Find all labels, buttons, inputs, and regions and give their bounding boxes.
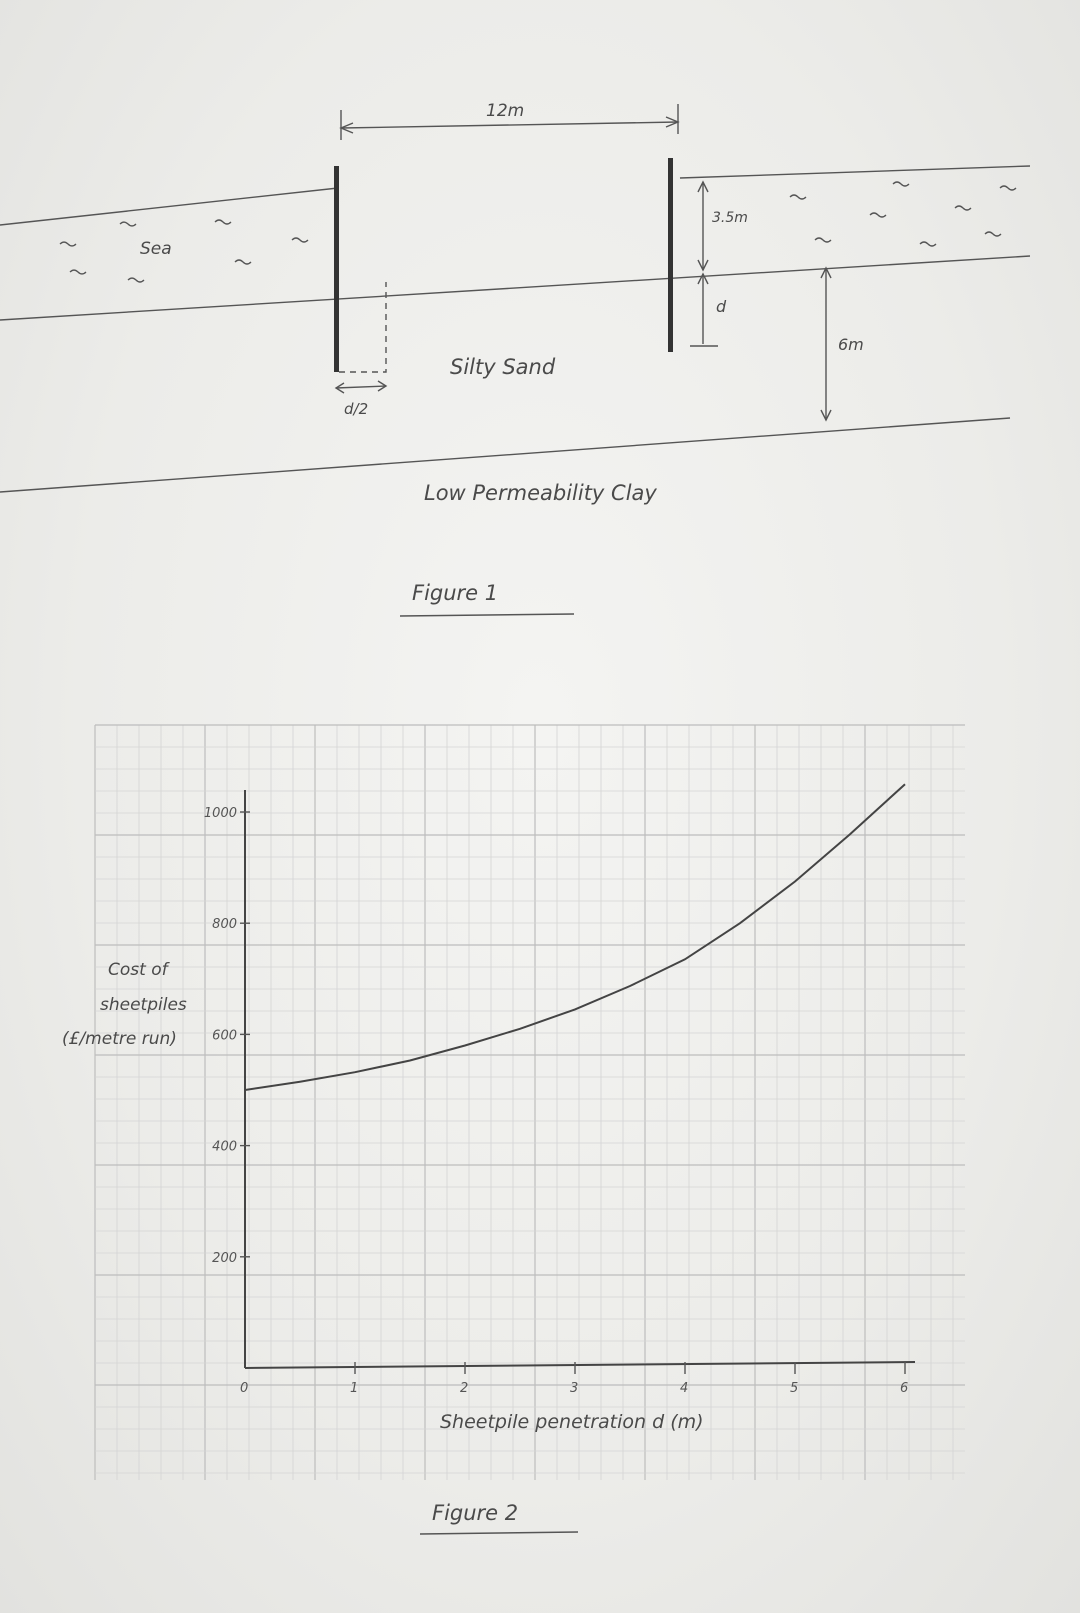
water-marks-left bbox=[59, 219, 309, 283]
y-axis-label-line: (£/metre run) bbox=[62, 1029, 177, 1049]
x-tick-label: 5 bbox=[790, 1381, 798, 1396]
chart-ticks: 0 1 2 3 4 5 6 200 400 600 800 1000 bbox=[204, 806, 908, 1396]
chart-series bbox=[244, 783, 906, 1091]
figure2-chart: 0 1 2 3 4 5 6 200 400 600 800 1000 Cost of sheetpile… bbox=[62, 724, 965, 1535]
half-penetration-dashed-outline bbox=[339, 282, 387, 373]
sea-label: Sea bbox=[140, 239, 172, 259]
y-tick-label: 200 bbox=[212, 1251, 237, 1266]
right-sheetpile bbox=[668, 158, 673, 352]
y-axis-label-line: sheetpiles bbox=[100, 995, 187, 1015]
y-axis-label-line: Cost of bbox=[108, 960, 171, 980]
x-tick-label: 0 bbox=[240, 1381, 248, 1396]
chart-axes bbox=[244, 790, 916, 1369]
y-tick-label: 800 bbox=[212, 917, 237, 932]
x-axis-label: Sheetpile penetration d (m) bbox=[440, 1411, 704, 1433]
y-tick-label: 600 bbox=[212, 1028, 237, 1043]
x-tick-label: 4 bbox=[680, 1381, 688, 1396]
y-tick-label: 1000 bbox=[204, 806, 237, 821]
x-axis-line bbox=[244, 1361, 916, 1369]
left-sheetpile bbox=[334, 166, 339, 372]
sea-surface-right-line bbox=[679, 165, 1031, 179]
x-tick-label: 6 bbox=[900, 1381, 908, 1396]
half-penetration-label: d/2 bbox=[344, 400, 368, 418]
sea-surface-left-line bbox=[0, 187, 339, 226]
water-marks-right bbox=[789, 181, 1017, 247]
figure2-caption-underline bbox=[419, 1531, 579, 1535]
figure1-diagram: Sea d/2 bbox=[0, 101, 1031, 617]
seabed-line bbox=[0, 255, 1031, 321]
x-tick-label: 1 bbox=[350, 1381, 358, 1396]
x-tick-label: 2 bbox=[460, 1381, 468, 1396]
clay-top-line bbox=[0, 417, 1011, 493]
width-dimension-line bbox=[340, 121, 679, 129]
water-depth-label: 3.5m bbox=[712, 210, 748, 226]
figure2-caption: Figure 2 bbox=[432, 1501, 518, 1525]
silty-sand-label: Silty Sand bbox=[450, 355, 556, 379]
half-penetration-arrow bbox=[335, 385, 387, 389]
figure1-caption-underline bbox=[399, 613, 575, 617]
y-tick-label: 400 bbox=[212, 1140, 237, 1155]
width-label: 12m bbox=[486, 101, 524, 121]
x-tick-label: 3 bbox=[570, 1381, 578, 1396]
clay-label: Low Permeability Clay bbox=[424, 481, 657, 505]
chart-grid bbox=[94, 724, 965, 1480]
cost-curve-line bbox=[244, 783, 906, 1091]
y-axis-label: Cost of sheetpiles (£/metre run) bbox=[62, 960, 187, 1049]
figure1-caption: Figure 1 bbox=[412, 581, 498, 605]
penetration-label: d bbox=[716, 297, 727, 316]
sand-thickness-label: 6m bbox=[838, 335, 864, 354]
